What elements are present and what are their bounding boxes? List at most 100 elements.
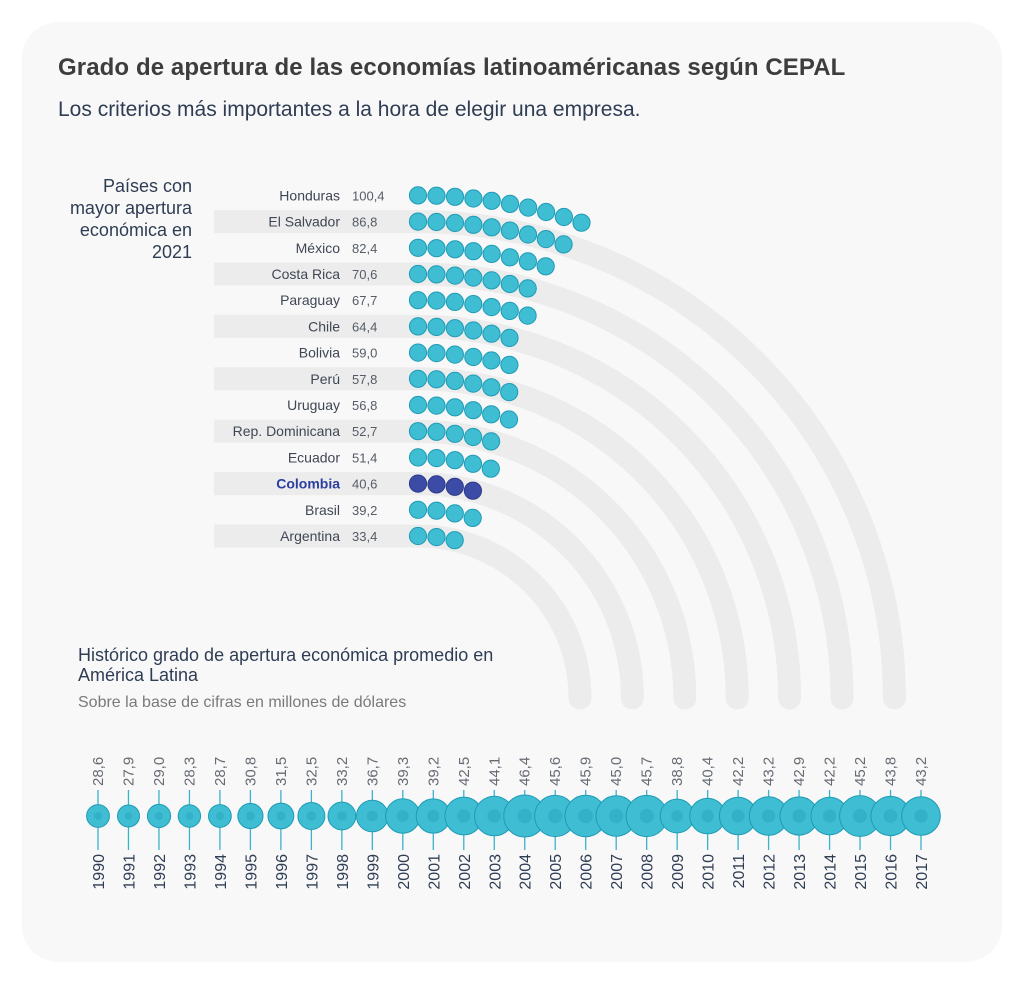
dot-10-1 (408, 422, 428, 441)
dot-6-3 (445, 319, 464, 338)
dot-7-3 (445, 345, 464, 364)
dot-10-5 (482, 432, 501, 451)
dot-1-4 (464, 189, 483, 208)
country-value: 40,6 (352, 477, 377, 492)
dot-12-2 (427, 475, 446, 494)
dot-8-5 (482, 378, 501, 397)
dot-2-6 (500, 221, 519, 240)
row-bands (214, 210, 418, 548)
history-bubble-core (639, 808, 654, 824)
dot-7-1 (408, 343, 428, 362)
country-label: Bolivia (299, 345, 340, 361)
dot-3-3 (445, 240, 465, 259)
history-value: 42,2 (822, 757, 839, 786)
country-label: Brasil (305, 502, 340, 518)
row-band-6 (214, 314, 418, 338)
dot-7-5 (482, 351, 501, 370)
row-band-12 (214, 472, 418, 496)
dot-9-6 (499, 410, 519, 429)
history-year: 2000 (396, 854, 413, 890)
history-year: 2005 (548, 854, 565, 890)
dot-4-4 (464, 268, 483, 287)
country-label: Costa Rica (272, 266, 341, 282)
history-bubble-core (609, 808, 624, 824)
dot-12-4 (463, 481, 482, 500)
history-year: 2016 (884, 854, 901, 890)
dot-4-7 (518, 279, 537, 298)
country-label: Chile (308, 318, 340, 334)
dot-3-8 (536, 257, 555, 276)
dot-5-2 (427, 291, 446, 310)
history-bubble-core (792, 809, 806, 823)
row-band-4 (214, 262, 418, 286)
dot-14-1 (408, 526, 428, 546)
history-value: 31,5 (273, 757, 290, 786)
country-value: 82,4 (352, 241, 377, 256)
history-value: 42,9 (791, 757, 808, 786)
country-value: 67,7 (352, 293, 377, 308)
dot-3-4 (464, 242, 483, 261)
arc-track-14 (406, 524, 592, 710)
dot-1-9 (554, 207, 574, 227)
dot-11-1 (408, 448, 428, 467)
dot-1-10 (572, 213, 591, 232)
history-bubble-core (701, 809, 714, 823)
country-value: 86,8 (352, 215, 377, 230)
dot-1-8 (537, 202, 556, 222)
country-label: Honduras (279, 187, 340, 203)
dot-1-1 (408, 186, 428, 205)
country-value: 59,0 (352, 346, 377, 361)
dot-4-6 (500, 274, 519, 294)
dot-13-3 (445, 504, 464, 523)
history-year: 1995 (243, 854, 260, 890)
dot-2-1 (408, 212, 428, 231)
dot-1-6 (500, 194, 520, 213)
history-year: 2012 (762, 854, 779, 890)
history-year: 2011 (731, 854, 748, 889)
history-value: 45,2 (852, 757, 869, 786)
dot-12-3 (445, 477, 464, 496)
history-value: 42,2 (730, 757, 747, 786)
country-value: 64,4 (352, 319, 377, 334)
dot-9-1 (408, 395, 428, 415)
country-value: 39,2 (352, 503, 377, 518)
history-year: 2003 (487, 854, 504, 890)
history-bubble-core (276, 811, 286, 821)
history-bubble-core (671, 810, 683, 822)
country-value: 57,8 (352, 372, 377, 387)
dot-2-7 (518, 225, 538, 244)
history-value: 43,8 (883, 757, 900, 786)
history-bubble-core (124, 812, 133, 820)
history-year: 2008 (640, 854, 657, 890)
dot-14-3 (445, 531, 464, 550)
country-label: México (296, 240, 341, 256)
history-value: 44,1 (486, 757, 503, 786)
history-value: 39,2 (425, 757, 442, 786)
dot-11-5 (481, 459, 500, 478)
dot-9-5 (482, 405, 501, 424)
dot-7-2 (427, 344, 446, 363)
dot-5-3 (445, 292, 464, 311)
dot-7-4 (464, 347, 483, 367)
history-bubble-core (852, 808, 868, 824)
dot-14-2 (427, 528, 446, 547)
history-bubble-core (517, 808, 532, 824)
dot-6-4 (464, 321, 483, 340)
dot-3-5 (482, 244, 501, 263)
dot-8-1 (408, 369, 428, 388)
history-bubble-core (246, 811, 255, 821)
country-label: Rep. Dominicana (233, 423, 341, 439)
dot-5-4 (464, 295, 483, 314)
history-value: 27,9 (121, 757, 138, 786)
country-label: Ecuador (288, 449, 340, 465)
dot-8-4 (464, 374, 483, 393)
history-value: 29,0 (151, 757, 168, 786)
country-label: Argentina (280, 528, 340, 544)
dot-8-6 (500, 383, 519, 402)
country-label: Colombia (276, 476, 340, 492)
history-value: 38,8 (669, 757, 686, 786)
history-year: 1998 (335, 854, 352, 890)
history-year: 1991 (122, 854, 139, 890)
dot-4-3 (445, 266, 465, 285)
